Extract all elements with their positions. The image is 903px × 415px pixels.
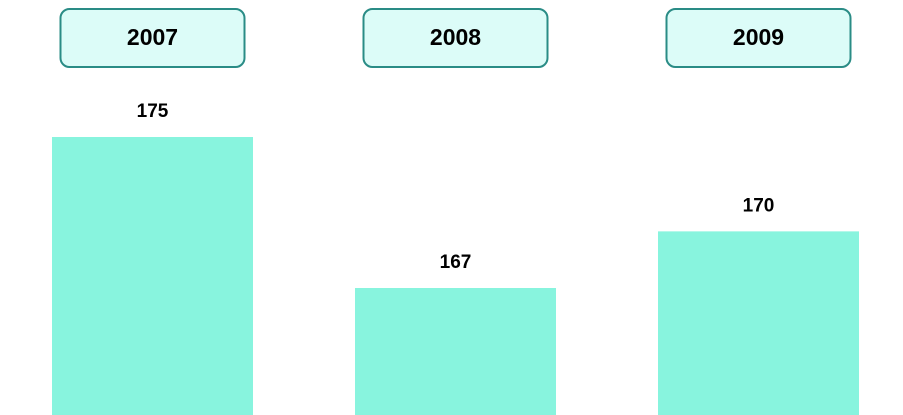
value-label: 167 bbox=[440, 252, 472, 273]
bar bbox=[658, 231, 859, 415]
bar bbox=[52, 137, 253, 415]
value-label: 170 bbox=[743, 195, 775, 216]
category-label: 2008 bbox=[430, 24, 481, 50]
category-label: 2007 bbox=[127, 24, 178, 50]
category-box bbox=[665, 8, 852, 68]
category-box bbox=[59, 8, 246, 68]
value-label: 175 bbox=[137, 101, 169, 122]
category-box bbox=[362, 8, 549, 68]
category-label: 2009 bbox=[733, 24, 784, 50]
bar bbox=[355, 288, 556, 415]
